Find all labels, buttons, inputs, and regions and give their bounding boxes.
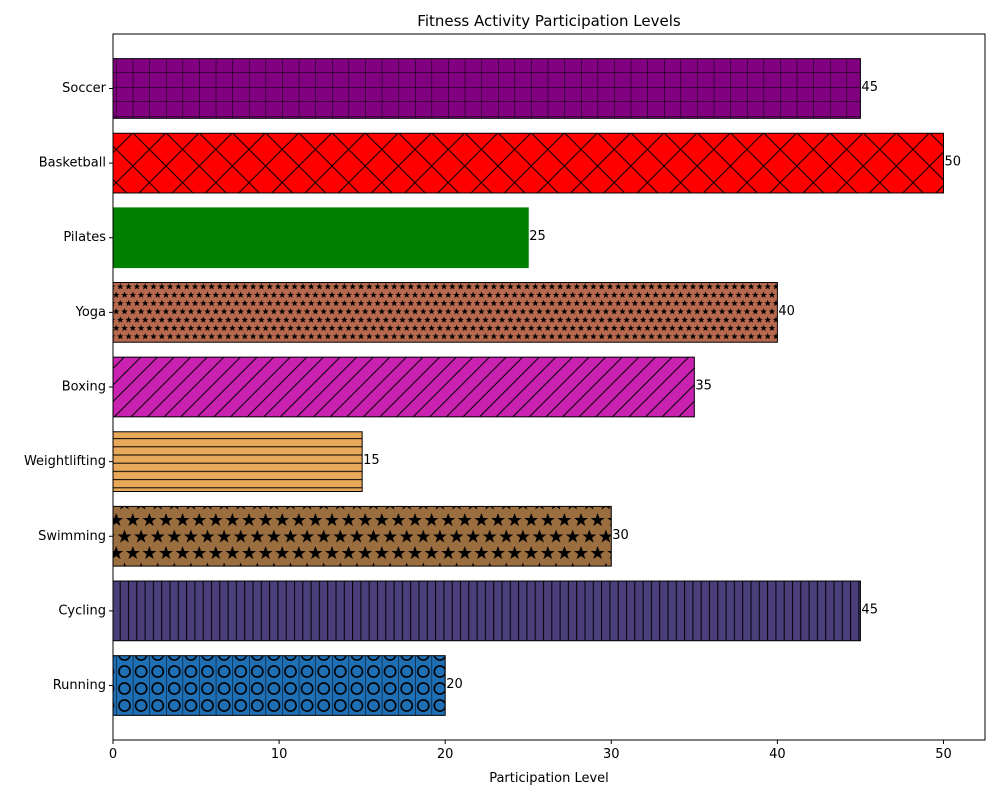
bar-hatch-soccer — [113, 58, 861, 119]
bar-running — [112, 655, 446, 716]
y-tick-label-boxing: Boxing — [62, 380, 106, 395]
plot-frame — [112, 33, 986, 741]
x-tick-label-30: 30 — [603, 747, 620, 762]
bar-swimming — [112, 505, 612, 567]
y-tick-label-pilates: Pilates — [63, 230, 106, 245]
y-tick-label-cycling: Cycling — [58, 603, 106, 618]
y-tick-label-yoga: Yoga — [75, 305, 106, 320]
bar-hatch-swimming — [113, 506, 612, 567]
x-tick-label-0: 0 — [109, 747, 117, 762]
y-tick-label-basketball: Basketball — [39, 156, 106, 171]
bar-value-label-running: 20 — [446, 677, 463, 692]
bar-hatch-yoga — [113, 282, 778, 343]
x-tick-label-20: 20 — [437, 747, 454, 762]
y-tick-label-swimming: Swimming — [38, 529, 106, 544]
bar-fill-pilates — [113, 207, 529, 268]
bar-hatch-boxing — [113, 357, 695, 417]
bar-value-label-basketball: 50 — [944, 155, 961, 170]
bar-value-label-cycling: 45 — [861, 602, 878, 617]
bar-yoga — [112, 282, 778, 343]
bar-labels-group: 20 45 30 15 35 40 25 50 45 — [363, 80, 961, 692]
bar-value-label-weightlifting: 15 — [363, 453, 380, 468]
bars-group — [112, 58, 944, 716]
x-tick-label-50: 50 — [935, 747, 952, 762]
bar-hatch-running — [113, 655, 446, 716]
bar-value-label-soccer: 45 — [861, 80, 878, 95]
y-tick-label-soccer: Soccer — [62, 81, 106, 96]
bar-hatch-cycling — [113, 581, 861, 641]
x-tick-label-40: 40 — [769, 747, 786, 762]
bar-value-label-swimming: 30 — [612, 528, 629, 543]
y-tick-label-running: Running — [53, 678, 106, 693]
bar-weightlifting — [112, 431, 363, 492]
x-tick-label-10: 10 — [271, 747, 288, 762]
bar-value-label-pilates: 25 — [529, 229, 546, 244]
x-axis-ticks: 0 10 20 30 40 50 — [109, 740, 952, 762]
chart-title: Fitness Activity Participation Levels — [417, 12, 681, 30]
bar-boxing — [112, 356, 695, 418]
x-axis-label: Participation Level — [489, 771, 609, 786]
bar-soccer — [112, 58, 861, 119]
y-axis-ticks: Running Cycling Swimming Weightlifting Boxin… — [24, 81, 113, 693]
bar-hatch-basketball — [113, 133, 944, 193]
y-tick-label-weightlifting: Weightlifting — [24, 454, 106, 469]
bar-pilates — [112, 207, 529, 269]
bar-value-label-boxing: 35 — [695, 379, 712, 394]
bar-basketball — [112, 132, 944, 194]
bar-hatch-weightlifting — [113, 431, 363, 492]
bar-value-label-yoga: 40 — [778, 304, 795, 319]
bar-cycling — [112, 580, 861, 642]
